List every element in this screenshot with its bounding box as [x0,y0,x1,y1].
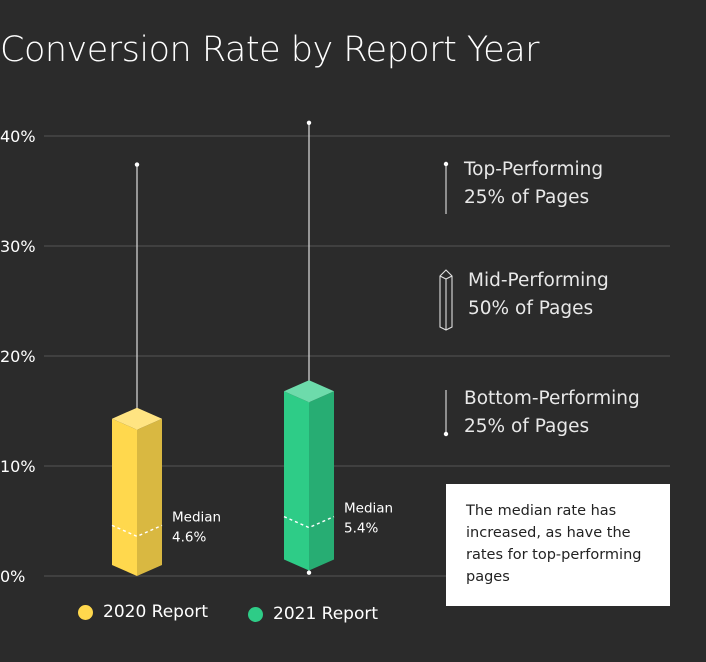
box-top-face [284,380,334,403]
whisker-max-dot [134,162,140,167]
key-mid-line2: 50% of Pages [468,298,594,319]
median-value-label: 5.4% [344,521,378,537]
key-bottom-dot [443,431,449,437]
median-label: Median [344,501,393,517]
legend-item-2021: 2021 Report [248,602,378,626]
y-tick-label: 30% [0,237,36,256]
legend-label-2021: 2021 Report [273,604,379,624]
key-top-line1: Top-Performing [464,159,604,180]
box-top-face [112,407,162,430]
box-left-face [112,418,137,576]
y-tick-label: 10% [0,457,36,476]
chart-title: Conversion Rate by Report Year [0,30,540,70]
legend-item-2020: 2020 Report [78,600,208,624]
key-bottom-text: Bottom-Performing 25% of Pages [464,385,640,441]
key-bottom-line2: 25% of Pages [464,416,590,437]
box-right-face [309,391,334,571]
key-mid-box-edge [439,275,453,280]
key-mid-line1: Mid-Performing [468,270,609,291]
box-right-face [137,418,162,576]
annotation-note: The median rate has increased, as have t… [446,484,670,606]
key-top-dot [443,161,449,167]
key-mid-text: Mid-Performing 50% of Pages [468,267,609,323]
whisker-max-dot [306,120,312,126]
box-left-face [284,391,309,571]
whisker-min-dot [306,570,312,575]
y-tick-label: 20% [0,347,36,366]
y-tick-label: 40% [0,127,36,146]
median-value-label: 4.6% [172,529,206,545]
legend-swatch-2020 [78,604,93,620]
key-top-line2: 25% of Pages [464,187,590,208]
legend-label-2020: 2020 Report [103,602,209,622]
y-tick-label: 0% [0,567,25,586]
key-mid-box [439,269,453,331]
key-bottom-line1: Bottom-Performing [464,388,640,409]
median-label: Median [172,509,221,525]
key-top-text: Top-Performing 25% of Pages [464,156,603,212]
legend-swatch-2021 [248,606,263,622]
